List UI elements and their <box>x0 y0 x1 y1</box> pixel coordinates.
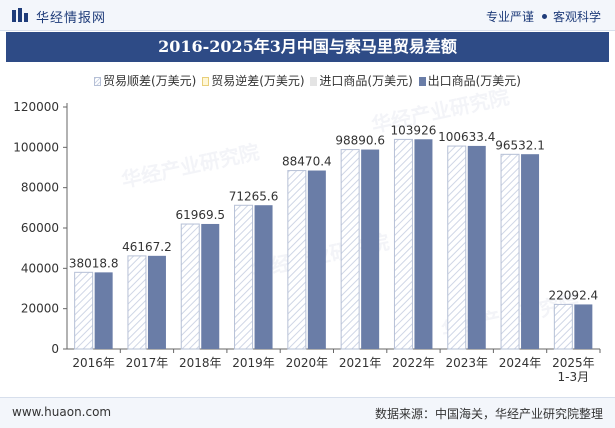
legend-item-export: 出口商品(万美元) <box>418 72 521 89</box>
y-tick-label: 40000 <box>21 261 59 275</box>
x-tick-label: 2019年 <box>232 356 275 370</box>
data-label: 96532.1 <box>495 138 545 152</box>
bar-export <box>574 304 593 349</box>
data-label: 100633.4 <box>438 130 495 144</box>
bar-trade-surplus <box>74 271 94 350</box>
x-tick-label: 2025年 <box>552 356 595 370</box>
x-tick-label: 2024年 <box>499 356 542 370</box>
footer: www.huaon.com 数据来源：中国海关，华经产业研究院整理 <box>0 397 615 428</box>
legend-item-surplus: 贸易顺差(万美元) <box>94 72 196 89</box>
legend-swatch-deficit <box>202 77 210 86</box>
legend-label: 贸易顺差(万美元) <box>103 74 197 88</box>
x-tick-label: 2022年 <box>392 356 435 370</box>
legend-label: 贸易逆差(万美元) <box>211 74 305 88</box>
legend-swatch-surplus <box>94 77 101 86</box>
bar-trade-surplus <box>500 153 520 350</box>
x-tick-label: 2020年 <box>286 356 329 370</box>
top-bar: 华经情报网 专业严谨 客观科学 <box>0 0 615 31</box>
bar-export <box>361 149 380 349</box>
logo-icon <box>12 8 28 22</box>
bar-trade-surplus <box>127 255 147 350</box>
x-tick-label: 2018年 <box>179 356 222 370</box>
bar-trade-surplus <box>553 303 573 350</box>
y-tick-label: 0 <box>51 342 59 356</box>
data-label: 46167.2 <box>122 240 172 254</box>
bar-trade-surplus <box>180 223 200 350</box>
site-name: 华经情报网 <box>36 11 107 26</box>
x-tick-label: 2023年 <box>445 356 488 370</box>
slogan-dot-icon <box>541 14 547 19</box>
data-label: 22092.4 <box>549 288 599 302</box>
bar-export <box>254 205 273 349</box>
bar-trade-surplus <box>287 170 307 350</box>
data-label: 71265.6 <box>229 189 279 203</box>
legend-swatch-import <box>310 77 318 86</box>
slogan-left: 专业严谨 <box>485 10 534 24</box>
legend-item-deficit: 贸易逆差(万美元) <box>202 72 305 89</box>
y-tick-label: 100000 <box>13 140 59 154</box>
y-tick-label: 20000 <box>21 302 59 316</box>
bar-export <box>147 255 166 349</box>
legend-swatch-export <box>418 77 426 86</box>
bar-export <box>94 272 113 349</box>
legend-label: 进口商品(万美元) <box>319 74 413 88</box>
bar-trade-surplus <box>447 145 467 350</box>
bar-export <box>307 170 326 349</box>
y-tick-label: 120000 <box>13 100 59 114</box>
x-tick-label: 1-3月 <box>558 370 590 384</box>
bar-trade-surplus <box>340 149 360 350</box>
slogan: 专业严谨 客观科学 <box>486 8 601 25</box>
bar-export <box>467 145 486 349</box>
data-label: 38018.8 <box>69 256 119 270</box>
slogan-right: 客观科学 <box>552 10 601 24</box>
legend-item-import: 进口商品(万美元) <box>310 72 413 89</box>
legend-label: 出口商品(万美元) <box>427 74 521 88</box>
chart-title: 2016-2025年3月中国与索马里贸易差额 <box>6 32 609 62</box>
footer-source: 数据来源：中国海关，华经产业研究院整理 <box>374 407 603 421</box>
x-tick-label: 2017年 <box>126 356 169 370</box>
legend: 贸易顺差(万美元) 贸易逆差(万美元) 进口商品(万美元) 出口商品(万美元) <box>0 72 615 89</box>
bar-trade-surplus <box>234 204 254 350</box>
bar-export <box>414 139 433 349</box>
data-label: 61969.5 <box>175 208 225 222</box>
bar-trade-surplus <box>393 138 413 350</box>
data-label: 103926 <box>391 123 437 137</box>
bar-export <box>521 154 540 349</box>
x-tick-label: 2021年 <box>339 356 382 370</box>
y-tick-label: 60000 <box>21 221 59 235</box>
footer-url[interactable]: www.huaon.com <box>12 405 112 419</box>
bar-export <box>201 223 220 349</box>
x-tick-label: 2016年 <box>72 356 115 370</box>
data-label: 98890.6 <box>335 134 385 148</box>
y-tick-label: 80000 <box>21 181 59 195</box>
data-label: 88470.4 <box>282 155 332 169</box>
